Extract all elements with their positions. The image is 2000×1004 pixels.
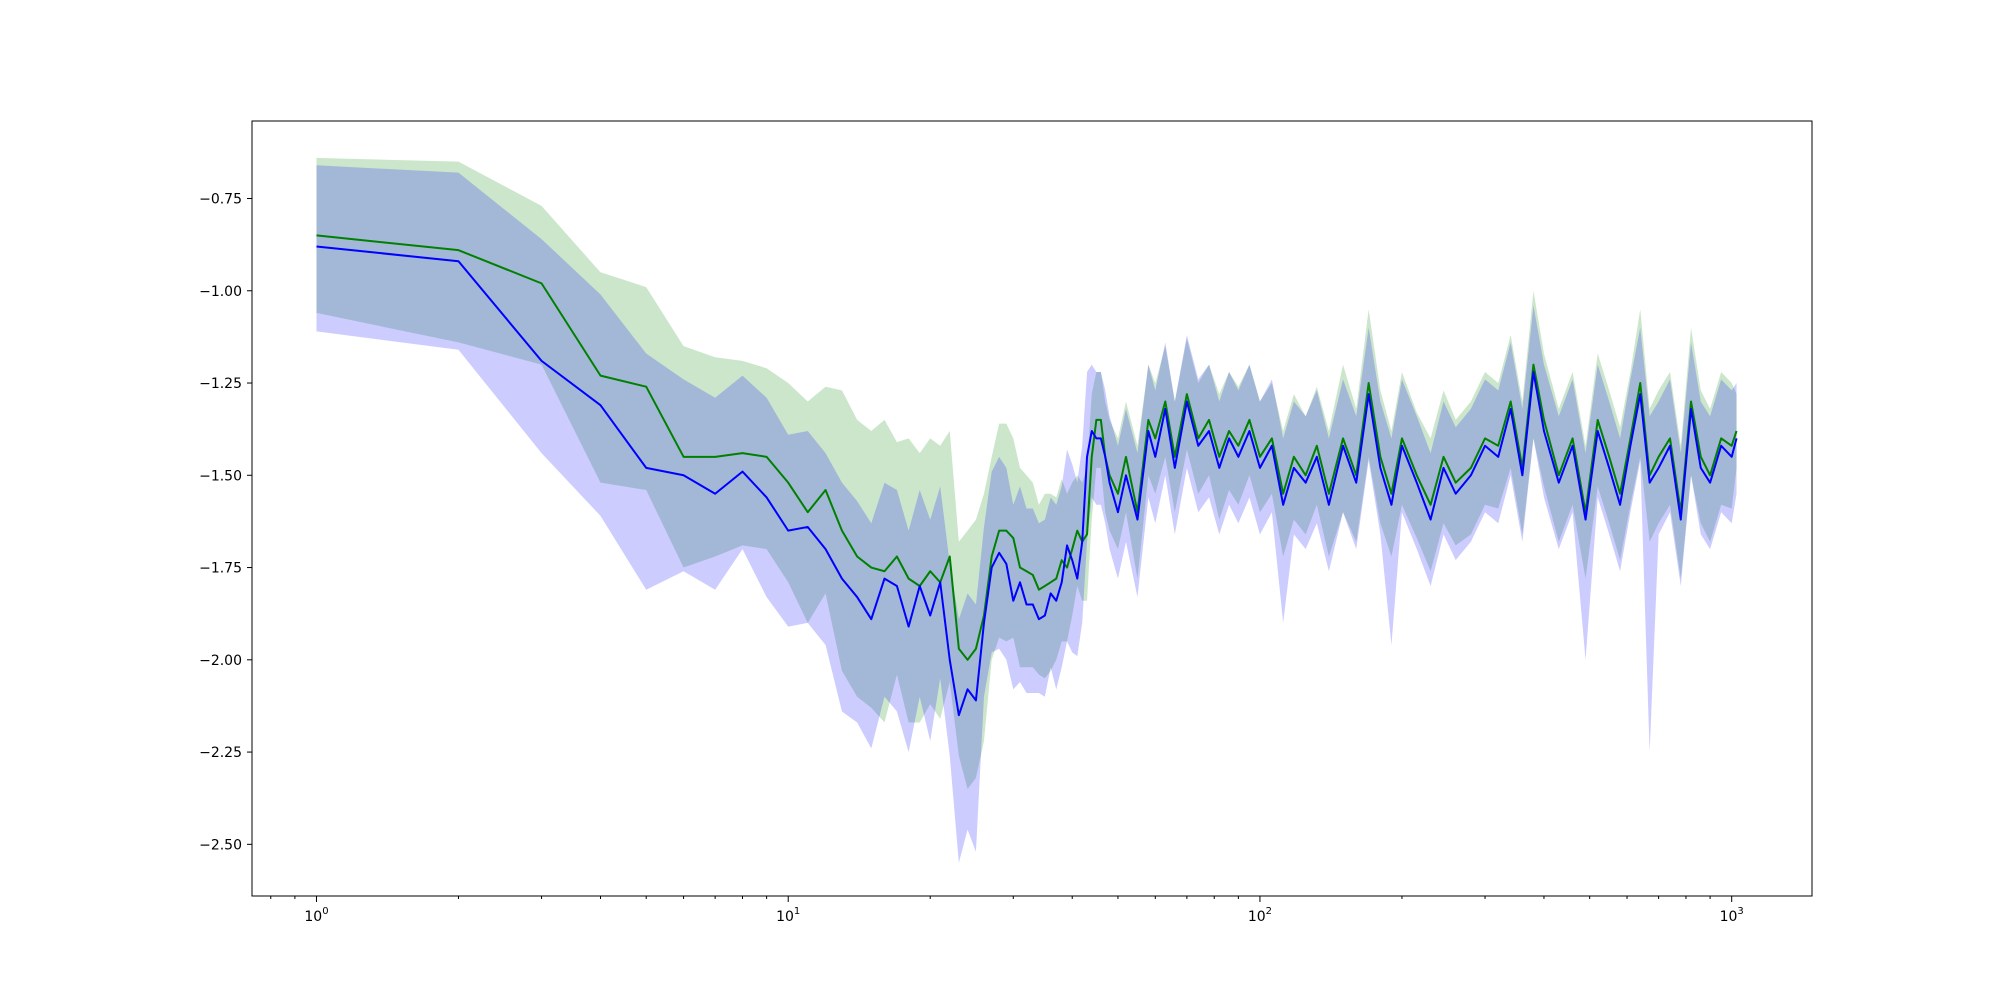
y-tick-label: −2.25: [199, 745, 242, 761]
y-tick-label: −0.75: [199, 192, 242, 208]
x-tick-label: 101: [776, 906, 800, 925]
axes: −0.75 −1.00 −1.25 −1.50 −1.75 −2.00 −2.25 −2.50…: [199, 192, 1744, 926]
series-0-band: [316, 157, 1737, 789]
x-tick-label: 102: [1248, 906, 1272, 925]
series-1-line: [316, 245, 1738, 717]
x-tick-label: 100: [304, 906, 328, 925]
plot-frame: [251, 120, 1813, 897]
series-1-band: [316, 165, 1737, 863]
y-tick-label: −2.50: [199, 837, 242, 853]
y-tick-label: −2.00: [199, 653, 242, 669]
y-tick-label: −1.25: [199, 376, 242, 392]
y-tick-label: −1.50: [199, 468, 242, 484]
y-tick-label: −1.00: [199, 284, 242, 300]
series-0-line: [316, 234, 1738, 661]
x-tick-label: 103: [1720, 906, 1744, 925]
y-tick-label: −1.75: [199, 561, 242, 577]
plot-area: [316, 157, 1738, 863]
